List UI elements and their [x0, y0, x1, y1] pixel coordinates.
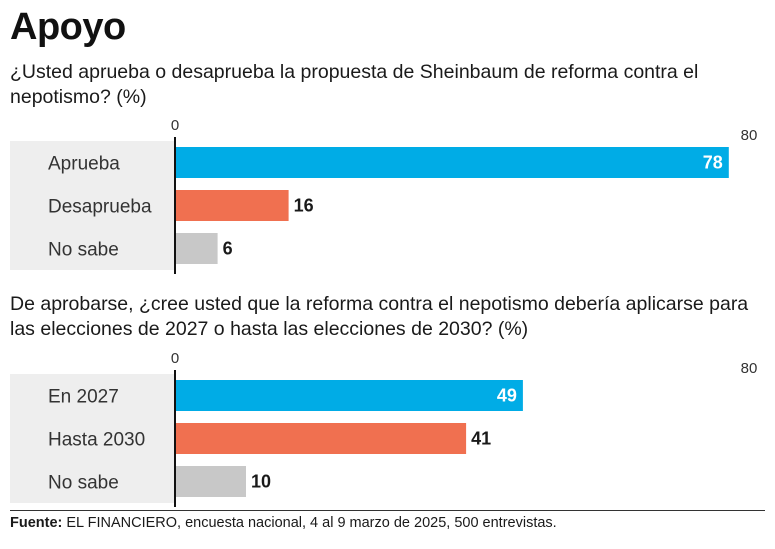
footer-source-text: EL FINANCIERO, encuesta nacional, 4 al 9…: [62, 515, 557, 531]
axis-tick-label: 80: [741, 360, 758, 377]
category-band: [10, 141, 175, 270]
bar: [176, 190, 289, 221]
data-label: 49: [497, 386, 517, 406]
chart-2-svg: 0 80 En 2027 49 Hasta 2030 41 No sabe 10: [10, 350, 758, 507]
bar: [176, 423, 467, 454]
category-label: En 2027: [48, 387, 119, 408]
category-label: No sabe: [48, 240, 119, 261]
bar: [176, 380, 523, 411]
category-label: No sabe: [48, 473, 119, 494]
bar: [176, 147, 729, 178]
data-label: 41: [471, 429, 491, 449]
axis-tick-label: 0: [171, 350, 179, 367]
data-label: 78: [703, 153, 723, 173]
chart-2-question: De aprobarse, ¿cree usted que la reforma…: [10, 293, 749, 340]
chart-1: 0 80 Aprueba 78 Desaprueba 16 No sabe 6: [0, 115, 775, 275]
axis-tick-label: 0: [171, 117, 179, 134]
data-label: 6: [223, 239, 233, 259]
category-label: Aprueba: [48, 154, 120, 175]
page-title: Apoyo: [10, 6, 126, 48]
chart-1-question: ¿Usted aprueba o desaprueba la propuesta…: [10, 61, 699, 108]
data-label: 16: [294, 196, 314, 216]
bar: [176, 233, 218, 264]
axis-tick-label: 80: [741, 127, 758, 144]
footer-source-label: Fuente:: [10, 515, 63, 531]
category-label: Hasta 2030: [48, 430, 145, 451]
bar: [176, 466, 246, 497]
category-band: [10, 374, 175, 503]
category-label: Desaprueba: [48, 197, 152, 218]
chart-1-svg: 0 80 Aprueba 78 Desaprueba 16 No sabe 6: [10, 117, 758, 274]
data-label: 10: [251, 472, 271, 492]
footer-divider: [10, 510, 765, 511]
chart-2: 0 80 En 2027 49 Hasta 2030 41 No sabe 10: [0, 348, 775, 507]
footer-source: Fuente: EL FINANCIERO, encuesta nacional…: [10, 515, 557, 531]
